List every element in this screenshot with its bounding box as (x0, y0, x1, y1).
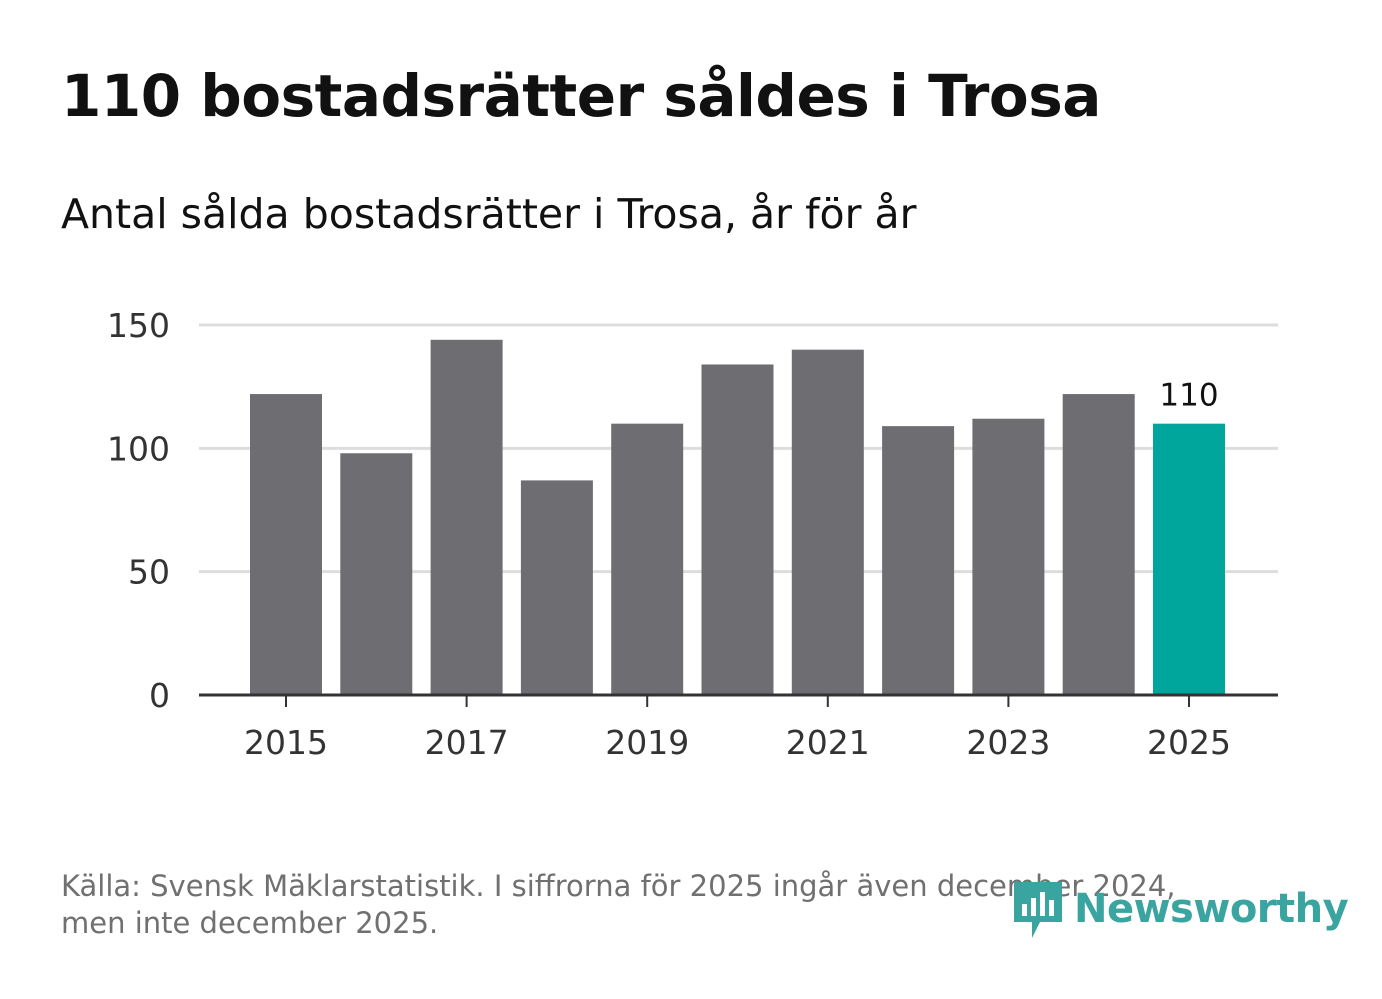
source-line-1: Källa: Svensk Mäklarstatistik. I siffror… (61, 869, 1176, 903)
bar-2025 (1153, 423, 1225, 695)
x-tick-label-2025: 2025 (1147, 723, 1231, 762)
labels: 0 50 100 150 2015 2017 2019 2021 2023 2025 110 (107, 306, 1231, 762)
bar-chart: 0 50 100 150 2015 2017 2019 2021 2023 2025 110 (107, 306, 1278, 762)
y-tick-label-0: 0 (149, 676, 170, 715)
y-tick-label-50: 50 (128, 553, 170, 592)
bars (250, 339, 1225, 695)
bar-2018 (520, 480, 593, 695)
brand-name: Newsworthy (1074, 886, 1349, 932)
y-tick-label-150: 150 (107, 306, 170, 345)
brand-logo: Newsworthy (1012, 878, 1349, 940)
bar-2019 (611, 423, 684, 695)
bar-2022 (882, 426, 955, 695)
bar-2015 (250, 394, 322, 695)
x-tick-label-2023: 2023 (966, 723, 1050, 762)
bar-2020 (701, 364, 774, 695)
bar-2016 (340, 453, 413, 695)
x-tick-label-2015: 2015 (244, 723, 328, 762)
x-tick-label-2017: 2017 (425, 723, 509, 762)
x-tick-label-2021: 2021 (786, 723, 870, 762)
chart-title: 110 bostadsrätter såldes i Trosa (61, 62, 1101, 130)
source-note: Källa: Svensk Mäklarstatistik. I siffror… (61, 868, 1281, 942)
chart-subtitle: Antal sålda bostadsrätter i Trosa, år fö… (61, 190, 917, 238)
source-line-2: men inte december 2025. (61, 906, 439, 940)
y-tick-label-100: 100 (107, 429, 170, 468)
x-tick-label-2019: 2019 (605, 723, 689, 762)
bar-2017 (430, 339, 503, 695)
bar-2024 (1062, 394, 1135, 695)
bar-chart-speech-bubble-icon (1014, 882, 1062, 938)
axes (199, 693, 1278, 707)
bar-2021 (791, 349, 864, 695)
data-label-2025: 110 (1159, 378, 1218, 414)
bar-2023 (972, 418, 1045, 695)
